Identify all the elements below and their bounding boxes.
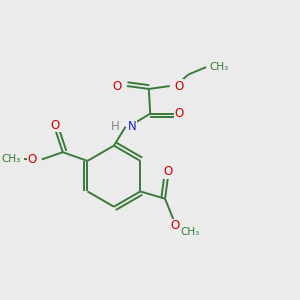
Text: O: O [51,118,60,132]
Text: O: O [174,80,183,92]
Text: O: O [164,165,172,178]
Text: CH₃: CH₃ [2,154,21,164]
Text: O: O [171,219,180,232]
Text: O: O [174,107,183,120]
Text: CH₃: CH₃ [209,62,228,72]
Text: O: O [27,153,37,166]
Text: N: N [128,120,136,133]
Text: CH₃: CH₃ [180,227,200,237]
Text: H: H [110,120,119,133]
Text: O: O [112,80,122,92]
